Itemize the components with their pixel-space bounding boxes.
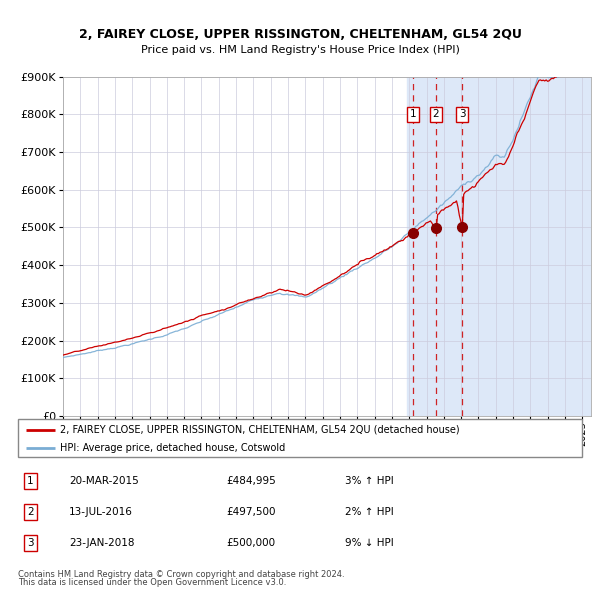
Text: 2: 2 xyxy=(27,507,34,517)
Text: HPI: Average price, detached house, Cotswold: HPI: Average price, detached house, Cots… xyxy=(60,442,286,453)
Text: 2% ↑ HPI: 2% ↑ HPI xyxy=(345,507,394,517)
Text: £484,995: £484,995 xyxy=(227,476,277,486)
Text: £500,000: £500,000 xyxy=(227,538,276,548)
Text: 2: 2 xyxy=(433,109,439,119)
Text: 23-JAN-2018: 23-JAN-2018 xyxy=(69,538,134,548)
Text: 13-JUL-2016: 13-JUL-2016 xyxy=(69,507,133,517)
Text: 3: 3 xyxy=(27,538,34,548)
Text: 1: 1 xyxy=(410,109,416,119)
Text: Price paid vs. HM Land Registry's House Price Index (HPI): Price paid vs. HM Land Registry's House … xyxy=(140,45,460,54)
Bar xyxy=(407,77,591,416)
Text: £497,500: £497,500 xyxy=(227,507,276,517)
Text: 9% ↓ HPI: 9% ↓ HPI xyxy=(345,538,394,548)
Text: Contains HM Land Registry data © Crown copyright and database right 2024.: Contains HM Land Registry data © Crown c… xyxy=(18,569,344,579)
Text: 20-MAR-2015: 20-MAR-2015 xyxy=(69,476,139,486)
Text: 1: 1 xyxy=(27,476,34,486)
Text: 2, FAIREY CLOSE, UPPER RISSINGTON, CHELTENHAM, GL54 2QU: 2, FAIREY CLOSE, UPPER RISSINGTON, CHELT… xyxy=(79,28,521,41)
Text: This data is licensed under the Open Government Licence v3.0.: This data is licensed under the Open Gov… xyxy=(18,578,286,588)
Text: 3: 3 xyxy=(459,109,466,119)
Text: 3% ↑ HPI: 3% ↑ HPI xyxy=(345,476,394,486)
Text: 2, FAIREY CLOSE, UPPER RISSINGTON, CHELTENHAM, GL54 2QU (detached house): 2, FAIREY CLOSE, UPPER RISSINGTON, CHELT… xyxy=(60,425,460,435)
